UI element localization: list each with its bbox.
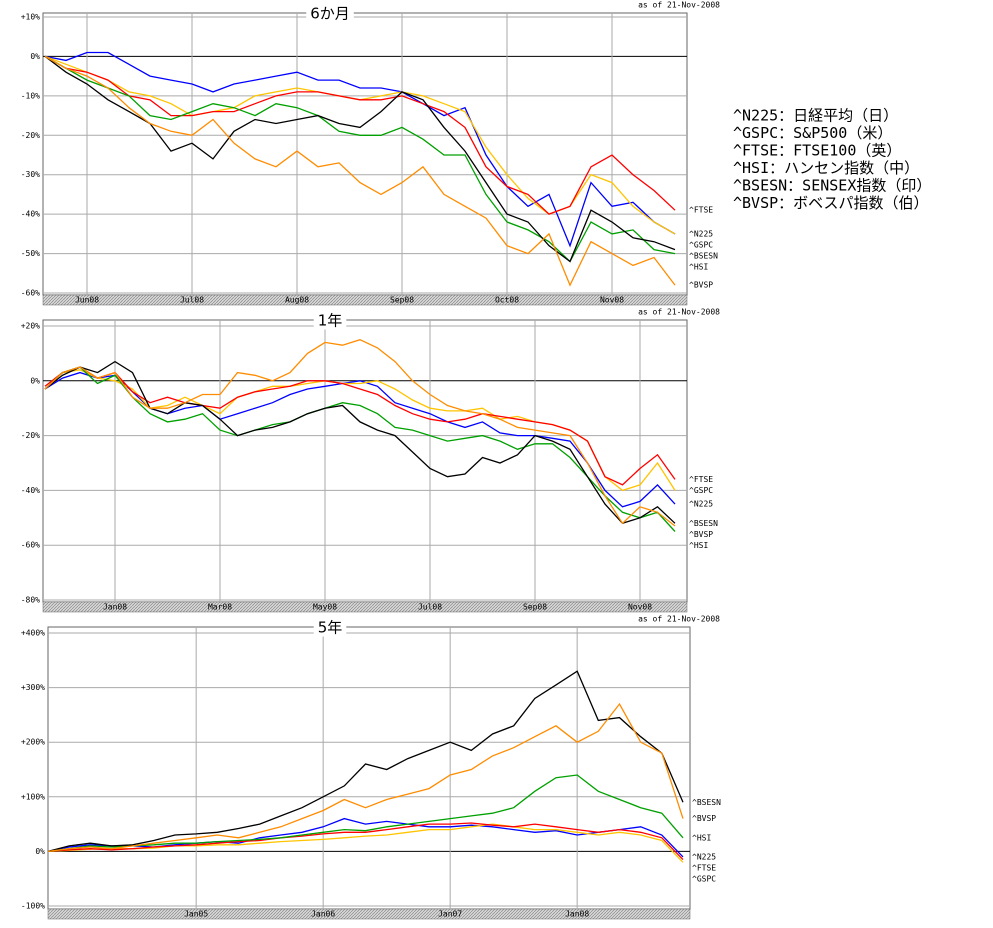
legend-note: ^N225：日経平均（日） bbox=[733, 107, 898, 125]
series-end-label: ^BSESN bbox=[692, 798, 721, 807]
y-tick-label: -30% bbox=[21, 170, 40, 179]
title-background bbox=[313, 618, 347, 637]
y-tick-label: +10% bbox=[21, 13, 40, 22]
series-line bbox=[47, 670, 684, 853]
series-line bbox=[47, 774, 684, 853]
y-tick-label: -80% bbox=[21, 596, 40, 605]
y-tick-label: +20% bbox=[21, 322, 40, 331]
series-end-label: ^FTSE bbox=[689, 475, 713, 484]
y-tick-label: -60% bbox=[21, 541, 40, 550]
y-tick-label: +200% bbox=[21, 738, 45, 747]
x-tick-label: Mar08 bbox=[208, 603, 232, 612]
y-tick-label: -100% bbox=[21, 902, 45, 911]
as-of-note: as of 21-Nov-2008 bbox=[638, 1, 720, 10]
legend-note: ^HSI：ハンセン指数（中） bbox=[733, 159, 919, 177]
y-tick-label: 0% bbox=[30, 52, 40, 61]
series-end-label: ^BSESN bbox=[689, 519, 718, 528]
y-tick-label: 0% bbox=[30, 376, 40, 385]
series-end-label: ^N225 bbox=[689, 229, 713, 238]
x-axis-band bbox=[47, 908, 691, 920]
x-axis-band bbox=[42, 601, 688, 613]
as-of-note: as of 21-Nov-2008 bbox=[638, 308, 720, 317]
series-end-label: ^GSPC bbox=[692, 874, 716, 883]
x-tick-label: Sep08 bbox=[390, 296, 414, 305]
x-tick-label: May08 bbox=[313, 603, 337, 612]
y-tick-label: -40% bbox=[21, 210, 40, 219]
series-end-label: ^HSI bbox=[692, 833, 711, 842]
series-line bbox=[47, 702, 684, 853]
y-tick-label: -60% bbox=[21, 289, 40, 298]
y-tick-label: -40% bbox=[21, 486, 40, 495]
series-end-label: ^BVSP bbox=[692, 814, 716, 823]
y-tick-label: -50% bbox=[21, 249, 40, 258]
plot-frame bbox=[47, 626, 691, 910]
series-line bbox=[44, 339, 676, 527]
series-end-label: ^N225 bbox=[692, 852, 716, 861]
x-tick-label: Jan05 bbox=[184, 910, 208, 919]
series-end-label: ^FTSE bbox=[692, 863, 716, 872]
x-tick-label: Jan08 bbox=[565, 910, 589, 919]
y-tick-label: -20% bbox=[21, 431, 40, 440]
series-end-label: ^HSI bbox=[689, 262, 708, 271]
legend-note: ^FTSE：FTSE100（英） bbox=[733, 142, 901, 160]
x-tick-label: Oct08 bbox=[495, 296, 519, 305]
y-tick-label: +100% bbox=[21, 792, 45, 801]
legend-note: ^BVSP：ボベスパ指数（伯） bbox=[733, 194, 928, 212]
series-end-label: ^N225 bbox=[689, 500, 713, 509]
x-tick-label: Nov08 bbox=[628, 603, 652, 612]
series-end-label: ^HSI bbox=[689, 541, 708, 550]
chart-title: 5年 bbox=[318, 619, 343, 637]
x-tick-label: Sep08 bbox=[523, 603, 547, 612]
series-end-label: ^BVSP bbox=[689, 281, 713, 290]
series-line bbox=[47, 822, 684, 861]
chart-title: 6か月 bbox=[310, 5, 350, 23]
x-tick-label: Jul08 bbox=[180, 296, 204, 305]
series-end-label: ^BSESN bbox=[689, 251, 718, 260]
plot-frame bbox=[42, 12, 688, 296]
series-line bbox=[44, 366, 676, 486]
x-tick-label: Jun08 bbox=[75, 296, 99, 305]
title-background bbox=[306, 4, 354, 23]
series-line bbox=[47, 823, 684, 863]
x-tick-label: Jan08 bbox=[103, 603, 127, 612]
y-tick-label: -20% bbox=[21, 131, 40, 140]
y-tick-label: +300% bbox=[21, 683, 45, 692]
series-line bbox=[44, 51, 676, 248]
series-line bbox=[44, 55, 676, 215]
y-tick-label: 0% bbox=[35, 847, 45, 856]
y-tick-label: +400% bbox=[21, 629, 45, 638]
x-tick-label: Nov08 bbox=[600, 296, 624, 305]
series-line bbox=[44, 366, 676, 532]
series-line bbox=[44, 55, 676, 287]
series-end-label: ^GSPC bbox=[689, 240, 713, 249]
series-end-label: ^GSPC bbox=[689, 486, 713, 495]
x-tick-label: Jan06 bbox=[311, 910, 335, 919]
x-axis-band bbox=[42, 294, 688, 306]
series-end-label: ^BVSP bbox=[689, 530, 713, 539]
series-end-label: ^FTSE bbox=[689, 206, 713, 215]
x-tick-label: Jul08 bbox=[418, 603, 442, 612]
legend-note: ^BSESN：SENSEX指数（印） bbox=[733, 177, 931, 195]
chart-title: 1年 bbox=[318, 312, 343, 330]
as-of-note: as of 21-Nov-2008 bbox=[638, 615, 720, 624]
x-tick-label: Jan07 bbox=[438, 910, 462, 919]
plot-frame bbox=[42, 319, 688, 603]
y-tick-label: -10% bbox=[21, 91, 40, 100]
legend-note: ^GSPC：S&P500（米） bbox=[733, 124, 892, 142]
x-tick-label: Aug08 bbox=[285, 296, 309, 305]
title-background bbox=[313, 311, 347, 330]
